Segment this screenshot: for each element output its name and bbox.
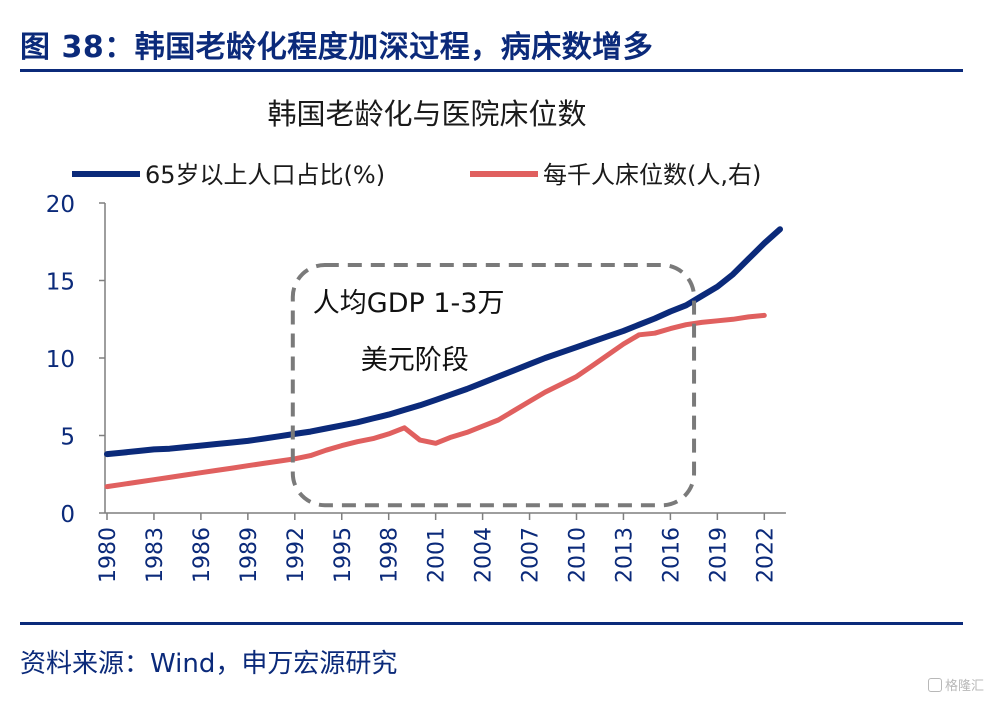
figure-title: 图 38：韩国老龄化程度加深过程，病床数增多 <box>20 30 654 65</box>
x-tick-label: 1986 <box>190 527 215 583</box>
x-tick-label: 2001 <box>425 527 450 583</box>
x-tick-label: 2016 <box>659 527 684 583</box>
x-tick-label: 2022 <box>753 527 778 583</box>
plot-area <box>104 226 783 490</box>
bottom-rule <box>20 622 963 625</box>
y-tick-label: 20 <box>46 192 75 218</box>
y-axis: 0 5 10 15 20 <box>46 192 106 528</box>
watermark: 格隆汇 <box>927 675 984 694</box>
x-tick-label: 1980 <box>96 527 121 583</box>
x-tick-label: 2010 <box>566 527 591 583</box>
x-tick-label: 1992 <box>284 527 309 583</box>
x-axis: 1980 1983 1986 1989 1992 1995 1998 2001 2004 2007… <box>96 512 786 583</box>
y-tick-label: 10 <box>46 347 75 373</box>
watermark-text: 格隆汇 <box>944 679 984 694</box>
x-tick-label: 1989 <box>237 527 262 583</box>
watermark-logo-icon <box>927 678 942 692</box>
series-line-beds-per-thousand <box>104 312 767 490</box>
y-tick-label: 15 <box>46 270 75 296</box>
gdp-stage-box <box>290 263 697 508</box>
x-tick-label: 1998 <box>378 527 403 583</box>
y-tick-label: 5 <box>60 425 75 451</box>
legend-label-elderly: 65岁以上人口占比(%) <box>145 161 385 189</box>
chart-title: 韩国老龄化与医院床位数 <box>267 97 586 131</box>
x-tick-label: 2004 <box>472 527 497 583</box>
x-tick-label: 1983 <box>143 527 168 583</box>
y-tick-label: 0 <box>60 502 75 528</box>
source-note: 资料来源：Wind，申万宏源研究 <box>20 649 398 679</box>
x-tick-label: 1995 <box>331 527 356 583</box>
annotation-line-2: 美元阶段 <box>361 345 469 376</box>
series-line-elderly-share <box>104 226 783 458</box>
x-tick-label: 2013 <box>612 527 637 583</box>
x-tick-label: 2007 <box>519 527 544 583</box>
top-rule <box>20 69 963 72</box>
x-tick-label: 2019 <box>706 527 731 583</box>
annotation-line-1: 人均GDP 1-3万 <box>313 288 505 319</box>
legend: 65岁以上人口占比(%) 每千人床位数(人,右) <box>72 161 761 189</box>
legend-label-beds: 每千人床位数(人,右) <box>543 161 761 189</box>
